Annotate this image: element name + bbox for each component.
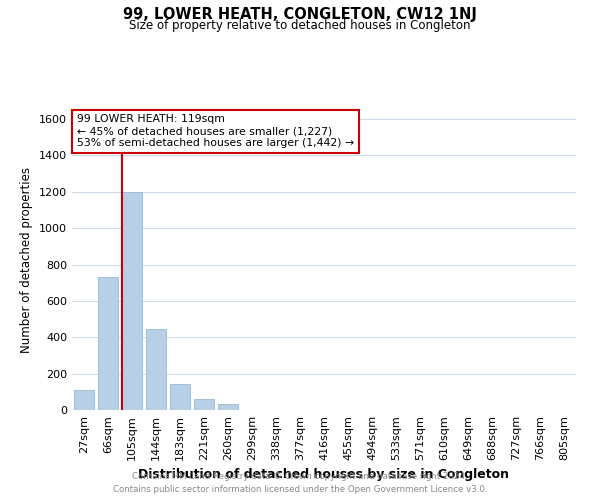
X-axis label: Distribution of detached houses by size in Congleton: Distribution of detached houses by size …: [139, 468, 509, 481]
Bar: [146, 329, 166, 410]
Bar: [98, 278, 118, 410]
Text: Contains HM Land Registry data © Crown copyright and database right 2024.
Contai: Contains HM Land Registry data © Crown c…: [113, 472, 487, 494]
Text: 99, LOWER HEATH, CONGLETON, CW12 1NJ: 99, LOWER HEATH, CONGLETON, CW12 1NJ: [123, 8, 477, 22]
Bar: [74, 390, 94, 410]
Bar: [218, 404, 238, 410]
Bar: [194, 399, 214, 410]
Text: Size of property relative to detached houses in Congleton: Size of property relative to detached ho…: [129, 19, 471, 32]
Bar: [170, 384, 190, 410]
Text: 99 LOWER HEATH: 119sqm
← 45% of detached houses are smaller (1,227)
53% of semi-: 99 LOWER HEATH: 119sqm ← 45% of detached…: [77, 114, 354, 148]
Bar: [122, 192, 142, 410]
Y-axis label: Number of detached properties: Number of detached properties: [20, 167, 34, 353]
